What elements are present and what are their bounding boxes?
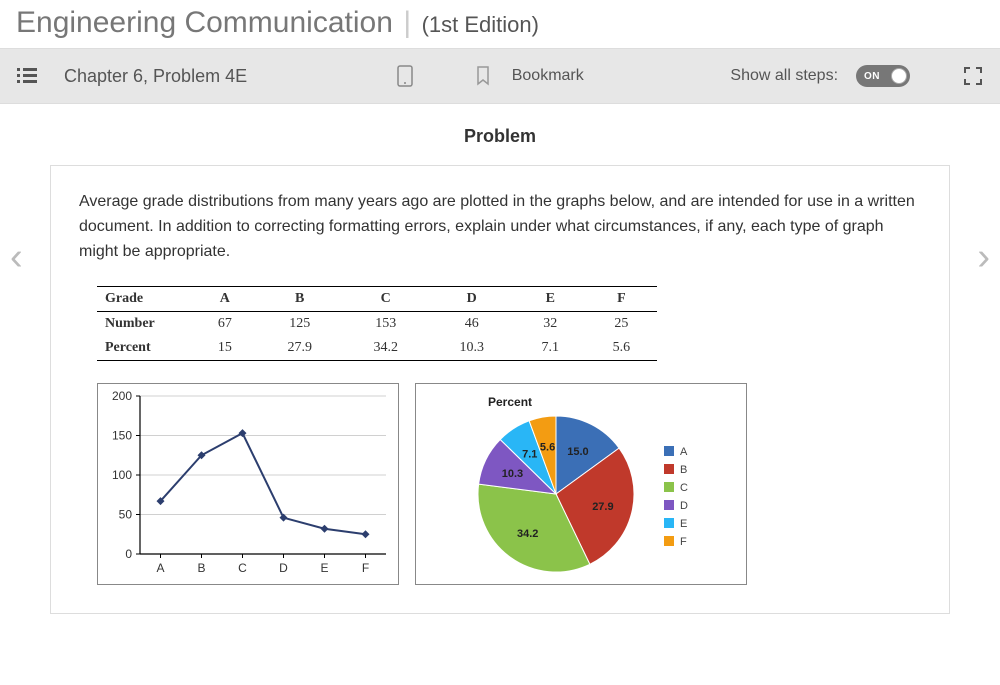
chapter-label: Chapter 6, Problem 4E [64,66,247,87]
table-col-head: F [586,287,657,312]
table-cell: 10.3 [429,336,515,361]
table-cell: 15 [193,336,257,361]
problem-card: Average grade distributions from many ye… [50,165,950,614]
table-row-head: Percent [97,336,193,361]
svg-text:10.3: 10.3 [502,468,523,480]
toggle-knob [891,68,907,84]
line-chart: 0 50 100 150 200 A B C D E F [97,383,399,585]
table-cell: 32 [515,312,586,337]
svg-text:Percent: Percent [488,395,532,409]
svg-text:0: 0 [125,547,132,561]
table-col-head: E [515,287,586,312]
pie-chart: 15.0 27.9 34.2 10.3 7.15.6 Percent ABCDEF [415,383,747,585]
svg-text:50: 50 [119,508,133,522]
svg-text:B: B [197,561,205,575]
toggle-text: ON [864,71,880,82]
prev-button[interactable]: ‹ [10,236,23,279]
svg-text:150: 150 [112,429,132,443]
table-col-head: D [429,287,515,312]
problem-heading: Problem [50,126,950,147]
svg-text:C: C [238,561,247,575]
title-bar: Engineering Communication | (1st Edition… [0,0,1000,48]
table-cell: 27.9 [257,336,343,361]
table-cell: 46 [429,312,515,337]
svg-text:5.6: 5.6 [540,442,555,454]
fullscreen-icon[interactable] [962,65,984,87]
svg-text:100: 100 [112,468,132,482]
title-separator: | [403,6,411,39]
toc-icon[interactable] [16,65,38,87]
table-cell: 153 [343,312,429,337]
svg-text:F: F [680,536,687,548]
table-col-head: C [343,287,429,312]
charts-row: 050100150200ABCDEF 15.027.934.210.37.15.… [97,383,921,585]
content: ‹ › Problem Average grade distributions … [0,126,1000,638]
steps-label: Show all steps: [730,67,838,85]
bookmark-label[interactable]: Bookmark [512,67,584,85]
book-title: Engineering Communication [16,6,393,39]
table-cell: 67 [193,312,257,337]
device-icon[interactable] [394,65,416,87]
svg-text:15.0: 15.0 [567,446,588,458]
problem-text: Average grade distributions from many ye… [79,190,921,264]
table-col-head: A [193,287,257,312]
svg-text:D: D [680,500,688,512]
svg-text:E: E [320,561,328,575]
table-cell: 7.1 [515,336,586,361]
table-col-head: B [257,287,343,312]
bookmark-icon[interactable] [472,65,494,87]
svg-text:A: A [156,561,164,575]
table-cell: 25 [586,312,657,337]
table-cell: 125 [257,312,343,337]
svg-text:C: C [680,482,688,494]
svg-text:200: 200 [112,389,132,403]
grade-table: GradeABCDEF Number67125153463225 Percent15… [97,286,903,361]
steps-toggle[interactable]: ON [856,65,910,87]
svg-text:D: D [279,561,288,575]
next-button[interactable]: › [977,236,990,279]
table-row-head: Grade [97,287,193,312]
svg-text:7.1: 7.1 [522,449,537,461]
table-cell: 34.2 [343,336,429,361]
svg-text:B: B [680,464,687,476]
svg-text:27.9: 27.9 [592,501,613,513]
svg-text:A: A [680,446,688,458]
toolbar: Chapter 6, Problem 4E Bookmark Show all … [0,48,1000,104]
table-cell: 5.6 [586,336,657,361]
svg-text:E: E [680,518,687,530]
svg-text:F: F [362,561,369,575]
svg-text:34.2: 34.2 [517,529,538,541]
book-edition: (1st Edition) [422,12,539,37]
table-row-head: Number [97,312,193,337]
